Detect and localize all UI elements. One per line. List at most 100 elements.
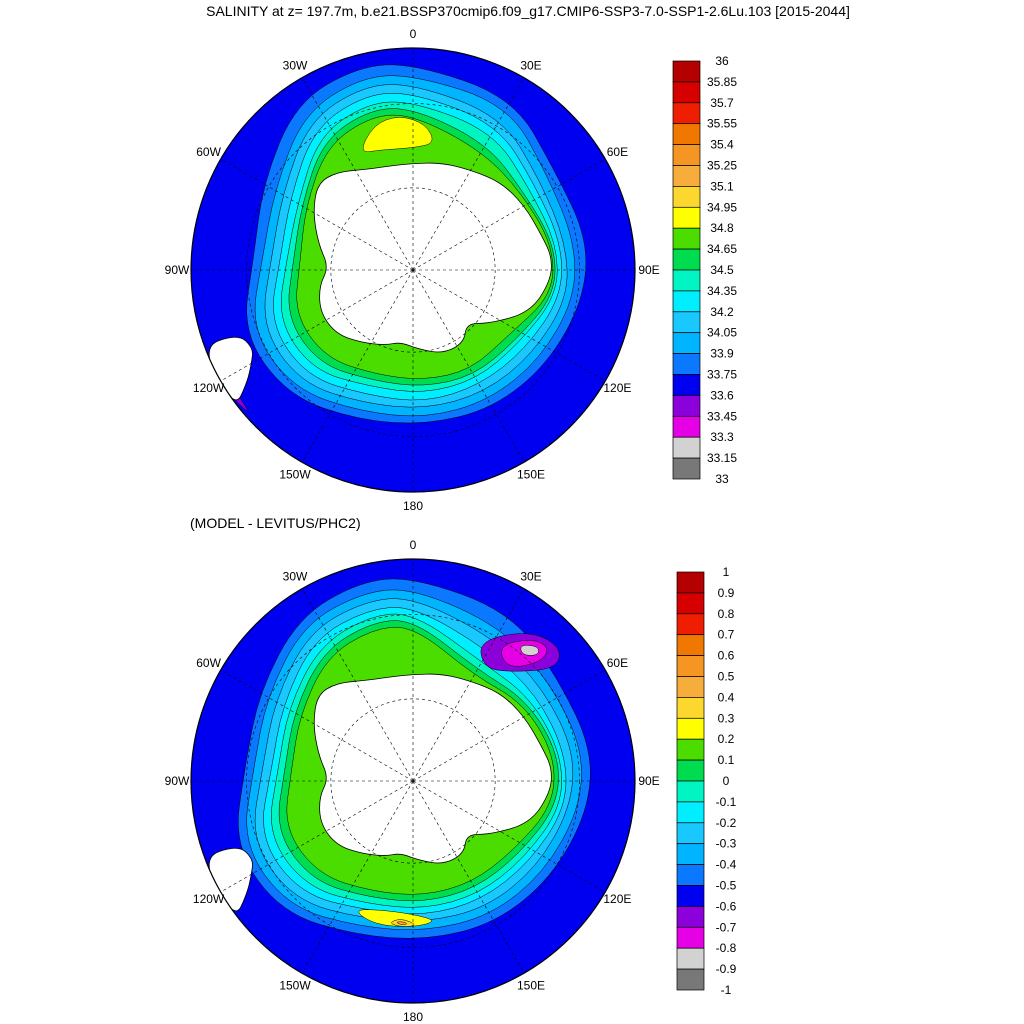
- colorbar-swatch: [676, 864, 705, 886]
- colorbar-swatch: [672, 227, 701, 250]
- longitude-label-150E: 150E: [517, 978, 545, 992]
- meridian-210: [301, 269, 414, 463]
- map-border: [190, 558, 636, 1004]
- longitude-label-120E: 120E: [603, 381, 631, 395]
- colorbar-label: -0.3: [716, 837, 737, 851]
- colorbar-label: 33: [715, 472, 729, 486]
- colorbar-label: -0.6: [716, 899, 737, 913]
- colorbar-label: 35.1: [710, 179, 734, 193]
- colorbar-swatch: [672, 374, 701, 396]
- colorbar-label: 33.75: [707, 368, 737, 382]
- longitude-label-0: 0: [410, 27, 417, 41]
- meridian-300: [220, 158, 414, 271]
- colorbar-label: 0.7: [718, 628, 735, 642]
- latitude-circle-1: [330, 187, 496, 353]
- contour-zone--0.9--0.8: [520, 645, 539, 656]
- colorbar-swatch: [676, 885, 705, 907]
- colorbar-swatch: [676, 738, 705, 761]
- colorbar-swatch: [676, 613, 705, 636]
- colorbar-swatch: [676, 801, 705, 824]
- map-border: [190, 47, 636, 493]
- colorbar-label: 35.7: [710, 96, 734, 110]
- south-america-landmass: [208, 336, 253, 401]
- meridian-150: [412, 269, 525, 463]
- colorbar-label: 0.9: [718, 586, 735, 600]
- colorbar-label: 0.6: [718, 649, 735, 663]
- longitude-label-60W: 60W: [196, 656, 221, 670]
- chart-title: (MODEL - LEVITUS/PHC2): [190, 515, 361, 531]
- colorbar-swatch: [672, 332, 701, 354]
- contour-zone-0.2-0.3: [358, 909, 432, 927]
- colorbar-swatch: [672, 102, 701, 125]
- colorbar-swatch: [676, 676, 705, 698]
- south-america-landmass: [208, 847, 253, 912]
- colorbar-swatch: [672, 311, 701, 334]
- colorbar-swatch: [676, 822, 705, 845]
- meridian-210: [301, 780, 414, 974]
- meridian-300: [220, 669, 414, 782]
- colorbar-swatch: [672, 186, 701, 208]
- colorbar-label: 0.3: [718, 711, 735, 725]
- colorbar-swatch: [676, 968, 705, 991]
- meridian-120: [412, 780, 606, 893]
- colorbar-swatch: [676, 759, 705, 782]
- colorbar-swatch: [672, 144, 701, 166]
- longitude-label-60E: 60E: [607, 145, 628, 159]
- colorbar: 36 35.85 35.7 35.55 35.4 35.25 35.1 34.95 34.8 34…: [672, 54, 737, 486]
- colorbar-label: 0.8: [718, 607, 735, 621]
- colorbar-label: 0.2: [718, 732, 735, 746]
- longitude-label-150E: 150E: [517, 467, 545, 481]
- longitude-label-150W: 150W: [279, 978, 311, 992]
- colorbar-label: -0.8: [716, 941, 737, 955]
- colorbar-swatch: [676, 697, 705, 719]
- meridian-330: [301, 588, 414, 782]
- longitude-label-120E: 120E: [603, 892, 631, 906]
- colorbar-label: 0.1: [718, 753, 735, 767]
- longitude-label-30E: 30E: [520, 59, 541, 73]
- chart-title: SALINITY at z= 197.7m, b.e21.BSSP370cmip…: [206, 3, 850, 19]
- colorbar-swatch: [676, 634, 705, 656]
- colorbar-label: 0.4: [718, 690, 735, 704]
- map-field: [191, 559, 635, 1003]
- colorbar-label: 36: [715, 54, 729, 68]
- meridian-120: [412, 269, 606, 382]
- colorbar-label: -0.7: [716, 920, 737, 934]
- meridian-150: [412, 780, 525, 974]
- longitude-label-30W: 30W: [283, 570, 308, 584]
- colorbar-label: -1: [721, 983, 732, 997]
- colorbar-label: 34.5: [710, 263, 734, 277]
- longitude-label-0: 0: [410, 538, 417, 552]
- meridian-240: [220, 269, 414, 382]
- panel-2: (MODEL - LEVITUS/PHC2) 0 30E 60E 90E 120E 150E…: [165, 515, 737, 1024]
- colorbar-label: 35.25: [707, 159, 737, 173]
- colorbar-label: 34.35: [707, 284, 737, 298]
- latitude-circle-2: [246, 103, 580, 437]
- colorbar-label: 0: [723, 774, 730, 788]
- colorbar-swatch: [672, 290, 701, 313]
- meridian-30: [412, 77, 525, 271]
- colorbar-label: 34.05: [707, 326, 737, 340]
- longitude-label-30E: 30E: [520, 570, 541, 584]
- colorbar-label: 0.5: [718, 670, 735, 684]
- colorbar-swatch: [672, 248, 701, 271]
- colorbar-label: -0.9: [716, 962, 737, 976]
- colorbar-label: 35.55: [707, 117, 737, 131]
- colorbar-swatch: [672, 353, 701, 375]
- colorbar-label: -0.5: [716, 879, 737, 893]
- longitude-label-120W: 120W: [193, 381, 225, 395]
- longitude-label-30W: 30W: [283, 59, 308, 73]
- longitude-label-60E: 60E: [607, 656, 628, 670]
- latitude-circle-1: [330, 698, 496, 864]
- colorbar-swatch: [672, 206, 701, 229]
- longitude-label-150W: 150W: [279, 467, 311, 481]
- colorbar-label: -0.4: [716, 858, 737, 872]
- colorbar-swatch: [672, 415, 701, 438]
- colorbar-label: 33.3: [710, 430, 734, 444]
- colorbar-label: 33.6: [710, 388, 734, 402]
- colorbar-swatch: [676, 592, 705, 615]
- colorbar: 1 0.9 0.8 0.7 0.6 0.5 0.4 0.3 0.2 0.1 0 -0.1 -0.2 -0.…: [676, 565, 737, 997]
- colorbar-swatch: [676, 655, 705, 677]
- meridian-30: [412, 588, 525, 782]
- longitude-label-90W: 90W: [165, 774, 190, 788]
- colorbar-label: 33.9: [710, 347, 734, 361]
